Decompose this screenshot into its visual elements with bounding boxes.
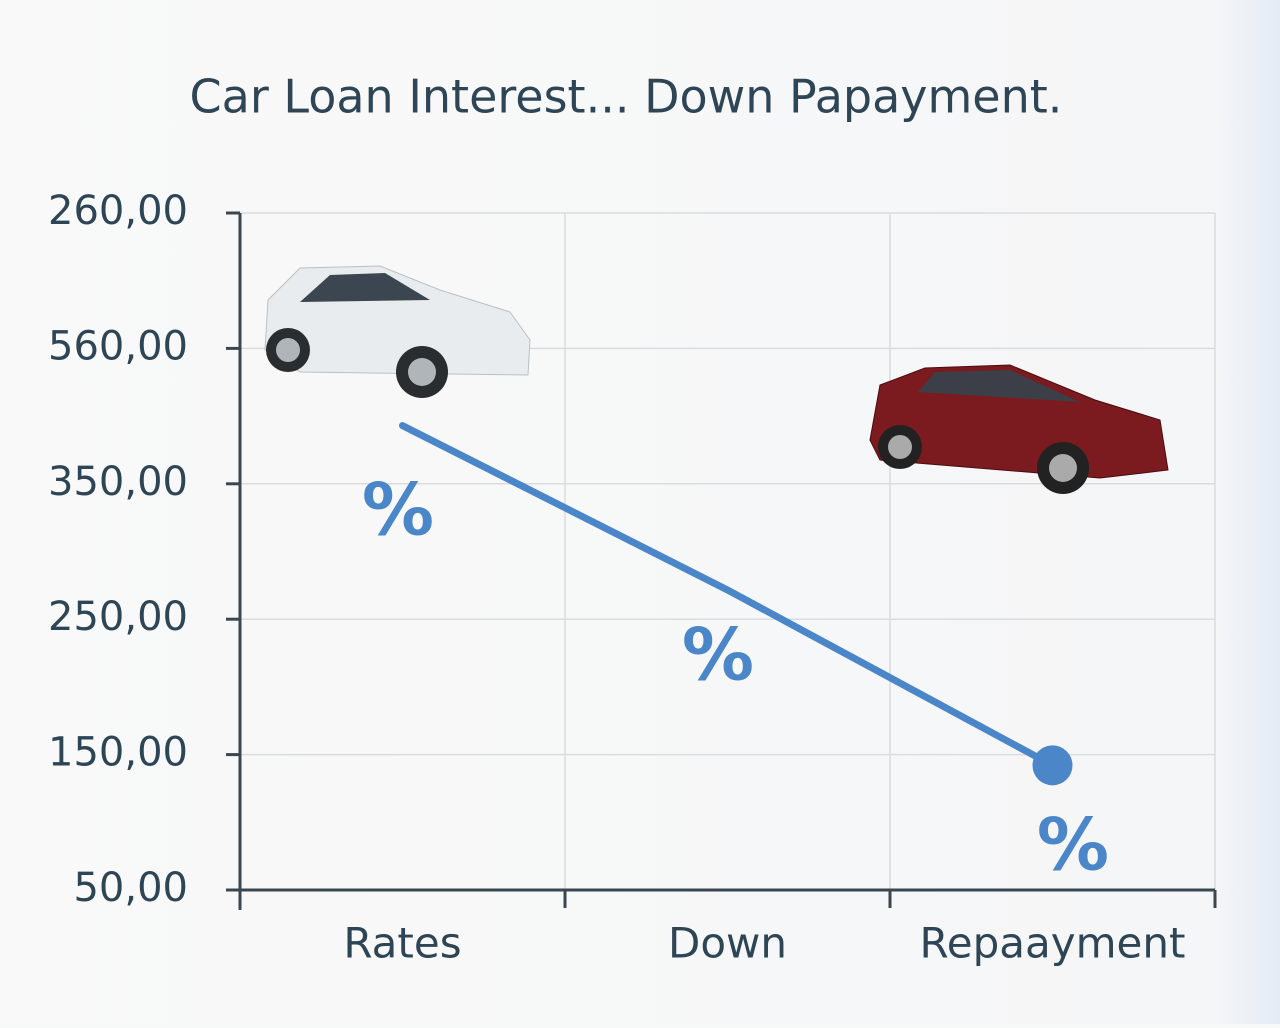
end-point <box>1032 745 1073 786</box>
x-tick-label: Rates <box>343 919 461 968</box>
y-tick-label: 260,00 <box>48 188 188 234</box>
y-tick-label: 50,00 <box>73 865 188 911</box>
percent-annotation: % <box>1037 803 1109 887</box>
y-tick-label: 150,00 <box>48 730 188 776</box>
white-car <box>264 265 531 398</box>
y-tick-label: 350,00 <box>48 459 188 505</box>
percent-annotation: % <box>682 613 754 697</box>
percent-annotation: % <box>362 468 434 552</box>
chart-title: Car Loan Interest... Down Papayment. <box>190 70 1063 124</box>
y-tick-label: 560,00 <box>48 323 188 369</box>
x-tick-label: Repaayment <box>920 919 1186 968</box>
red-car <box>869 364 1169 494</box>
y-tick-label: 250,00 <box>48 594 188 640</box>
x-tick-label: Down <box>668 919 787 968</box>
line <box>399 422 1056 769</box>
